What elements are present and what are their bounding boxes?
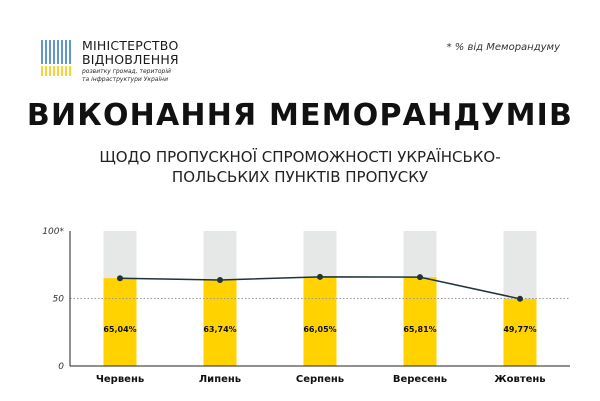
data-label: 63,74%: [203, 325, 236, 334]
ministry-subtitle-line2: та інфраструктури України: [82, 76, 168, 83]
data-label: 65,04%: [103, 325, 136, 334]
category-label: Липень: [199, 374, 241, 385]
bar: [503, 298, 537, 366]
ministry-name-line1: МІНІСТЕРСТВО: [82, 38, 179, 53]
bar: [103, 278, 137, 366]
ministry-name-line2: ВІДНОВЛЕННЯ: [82, 52, 179, 67]
y-tick-label: 0: [58, 362, 64, 372]
memorandum-footnote: * % від Меморандуму: [446, 42, 560, 53]
ministry-logo-icon: [41, 40, 71, 76]
data-point: [217, 276, 223, 283]
chart-title: ВИКОНАННЯ МЕМОРАНДУМІВ: [26, 98, 574, 133]
data-label: 66,05%: [303, 325, 336, 334]
ministry-name: МІНІСТЕРСТВО ВІДНОВЛЕННЯ розвитку громад…: [82, 38, 179, 84]
bar: [403, 277, 437, 366]
category-label: Вересень: [393, 374, 447, 385]
data-point: [417, 274, 423, 281]
category-label: Жовтень: [494, 374, 545, 385]
ministry-subtitle-line1: розвитку громад, територій: [82, 68, 171, 75]
data-point: [517, 295, 523, 302]
y-tick-label: 100*: [42, 227, 64, 237]
bar: [303, 276, 337, 366]
data-point: [117, 275, 123, 282]
data-point: [317, 273, 323, 280]
category-label: Червень: [96, 374, 144, 385]
data-label: 49,77%: [503, 325, 536, 334]
bar: [203, 279, 237, 366]
y-tick-label: 50: [53, 295, 65, 305]
category-label: Серпень: [296, 374, 344, 385]
ministry-logo: МІНІСТЕРСТВО ВІДНОВЛЕННЯ розвитку громад…: [40, 38, 179, 83]
data-label: 65,81%: [403, 325, 436, 334]
chart-subtitle: ЩОДО ПРОПУСКНОЇ СПРОМОЖНОСТІ УКРАЇНСЬКО-…: [99, 148, 501, 186]
